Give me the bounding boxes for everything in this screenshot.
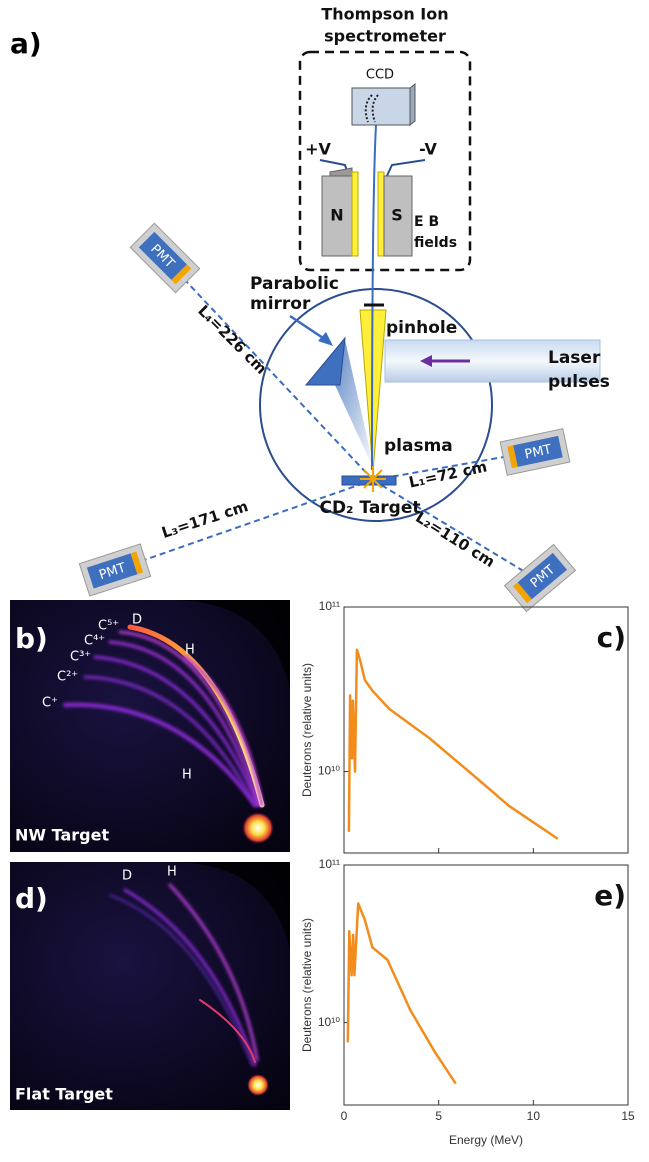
panel-label: d) [15,882,48,915]
data-line [346,902,457,1085]
pmt: PMT [129,222,201,294]
trace-label: C³⁺ [70,650,91,665]
y-tick-label: 10¹⁰ [318,1015,340,1029]
magnet-n: N [330,206,343,225]
pmt: PMT [499,428,571,476]
detector-image [10,862,290,1110]
trace-label: H [185,643,195,658]
pinhole-label: pinhole [386,318,457,338]
flight-paths [129,261,531,576]
fields-label: E B [414,214,439,230]
distance-label: L₂=110 cm [412,508,498,571]
panel-label: e) [594,879,626,912]
plate [377,171,385,257]
chart: 10¹¹ 10¹⁰ Deuterons (relative units) c) [300,599,629,854]
magnet [321,175,353,257]
ccd [351,87,411,126]
x-tick-label: 5 [435,1109,442,1123]
plot-frame [343,606,629,854]
data-line [347,648,559,840]
spectrometer-title: spectrometer [324,27,446,46]
ion-trajectory [371,124,377,471]
mirror-label: Parabolic [250,274,339,294]
ccd-label: CCD [366,68,394,83]
distance-label: L₁=72 cm [407,457,488,491]
panel-d: d) H D Flat Target [10,862,290,1110]
image-edge [170,862,290,950]
voltage: +V [305,140,331,159]
caption: Flat Target [15,1085,113,1104]
trace-label: D [132,613,142,628]
laser-arrowhead [420,355,432,367]
laser-label: pulses [548,372,610,392]
chamber [259,288,493,522]
panel-b: b) D H C⁵⁺ C⁴⁺ C³⁺ C²⁺ C⁺ H NW Target [10,600,290,852]
plate [351,171,359,257]
traces [109,883,259,1067]
trace-label: H [167,865,177,880]
y-tick-label: 10¹⁰ [318,764,340,778]
distance-label: L₃=171 cm [159,497,250,542]
trace-label: H [182,768,192,783]
plasma-label: plasma [384,436,453,456]
focus-cone [335,340,375,472]
x-tick-label: 10 [527,1109,541,1123]
panel-label: c) [597,621,626,654]
traces [63,624,265,808]
laser-label: Laser [548,348,601,368]
mirror-label: mirror [250,294,311,314]
parabolic-mirror [304,336,346,386]
y-tick-label: 10¹¹ [319,599,340,613]
panel-a: a) Thompson Ion spectrometer CCD +V -V N… [10,5,610,613]
ccd-side [409,82,416,127]
fields-label: fields [414,235,457,251]
trace-label: C⁴⁺ [84,634,105,649]
image-edge [170,600,290,690]
spectrometer-title: Thompson Ion [321,5,448,24]
mirror-arrow [289,314,327,342]
trace-label: C⁵⁺ [98,619,119,634]
target-label: CD₂ Target [319,498,420,518]
y-axis-label: Deuterons (relative units) [300,918,314,1052]
chart: 0 5 10 15 10¹¹ 10¹⁰ Deuterons (relative units)… [300,857,635,1147]
pmt: PMT [503,543,577,613]
x-tick-label: 0 [341,1109,348,1123]
ccd-dots [364,94,379,123]
pmt: PMT [78,543,152,597]
spectrometer-box [298,50,472,272]
y-axis-label: Deuterons (relative units) [300,663,314,797]
y-tick-label: 10¹¹ [319,857,340,871]
zero-spot [247,1074,269,1096]
magnet [383,175,413,257]
trace-label: D [122,869,132,884]
laser-spot [360,466,386,492]
x-tick-label: 15 [621,1109,635,1123]
magnet-s: S [391,206,403,225]
pmt-label: PMT [523,442,553,462]
x-axis-label: Energy (MeV) [449,1133,523,1147]
trace-label: C⁺ [42,696,58,711]
panel-label: a) [10,27,42,60]
plot-frame [343,864,629,1106]
panel-label: b) [15,622,48,655]
mirror-arrowhead [318,332,333,346]
zero-spot [242,812,274,844]
trace-label: C²⁺ [57,670,78,685]
voltage: -V [419,140,437,159]
detector-image [10,600,290,852]
caption: NW Target [15,826,109,845]
